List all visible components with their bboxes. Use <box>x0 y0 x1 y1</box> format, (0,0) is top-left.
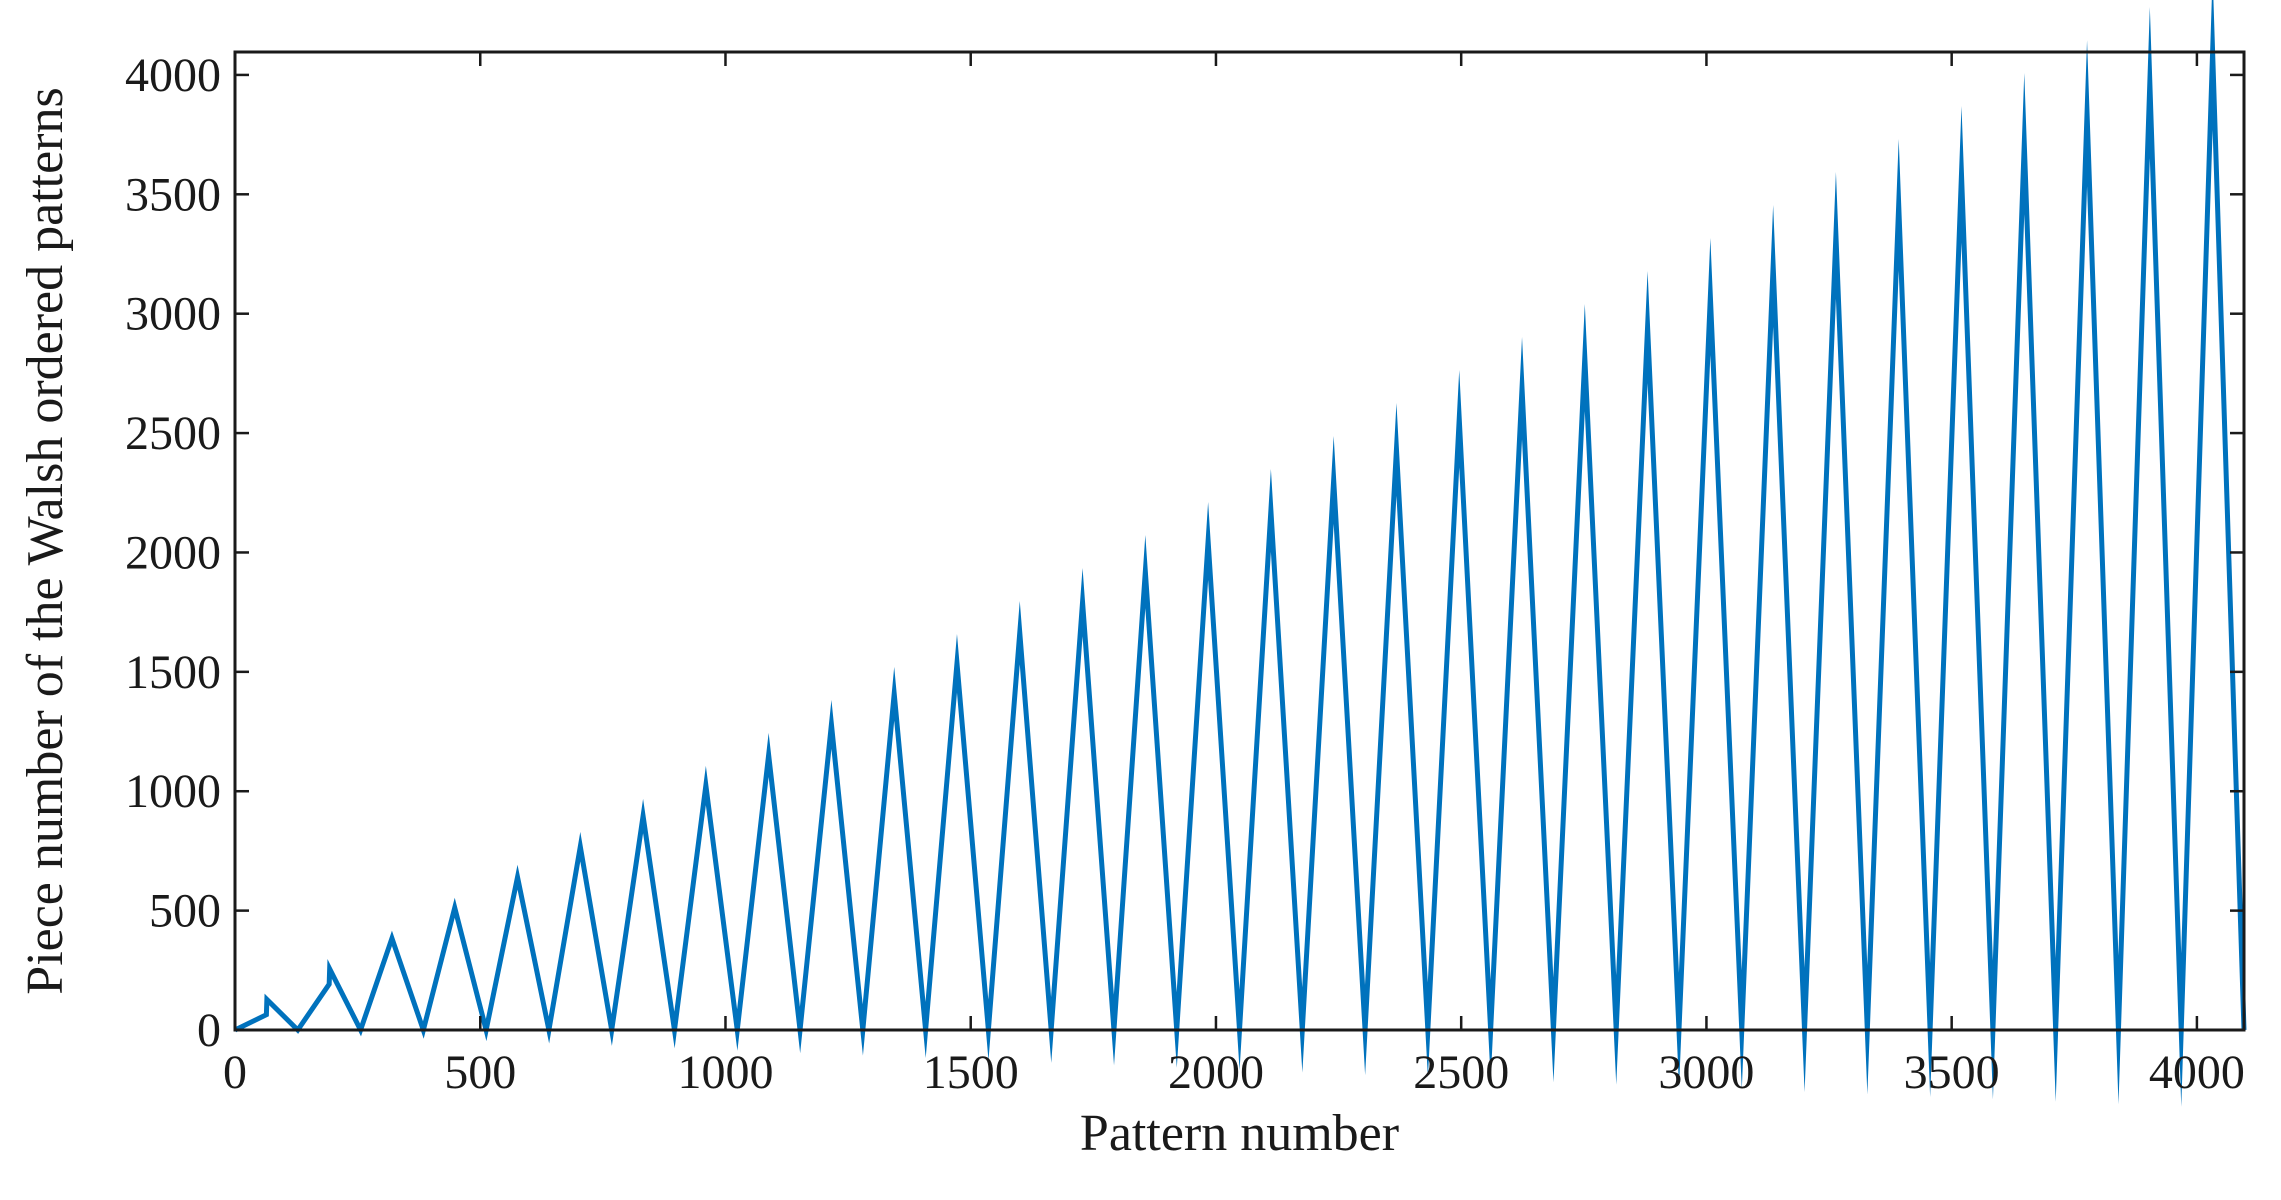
x-tick-label: 1500 <box>923 1046 1019 1099</box>
y-tick-label: 2000 <box>125 526 221 579</box>
x-tick-label: 500 <box>444 1046 516 1099</box>
y-tick-label: 3000 <box>125 288 221 341</box>
y-tick-label: 3500 <box>125 168 221 221</box>
ticks-layer: 0 500 1000 1500 2000 2500 3000 3500 4000 0 500 1000… <box>125 49 2245 1099</box>
x-tick-label: 2000 <box>1168 1046 1264 1099</box>
x-axis-label: Pattern number <box>1080 1105 1399 1162</box>
y-tick-label: 1000 <box>125 765 221 818</box>
y-tick-label: 1500 <box>125 646 221 699</box>
x-tick-label: 1000 <box>677 1046 773 1099</box>
y-axis-label: Piece number of the Walsh ordered patter… <box>17 87 74 994</box>
series-line <box>233 0 2247 1107</box>
y-tick-label: 500 <box>149 885 221 938</box>
x-tick-label: 3500 <box>1904 1046 2000 1099</box>
x-tick-label: 0 <box>223 1046 247 1099</box>
plot-frame <box>233 50 2246 1032</box>
x-tick-label: 4000 <box>2149 1046 2245 1099</box>
x-tick-label: 2500 <box>1413 1046 1509 1099</box>
y-tick-label: 2500 <box>125 407 221 460</box>
y-tick-label: 0 <box>197 1004 221 1057</box>
series-layer <box>233 0 2247 1107</box>
x-tick-label: 3000 <box>1658 1046 1754 1099</box>
y-tick-label: 4000 <box>125 49 221 102</box>
